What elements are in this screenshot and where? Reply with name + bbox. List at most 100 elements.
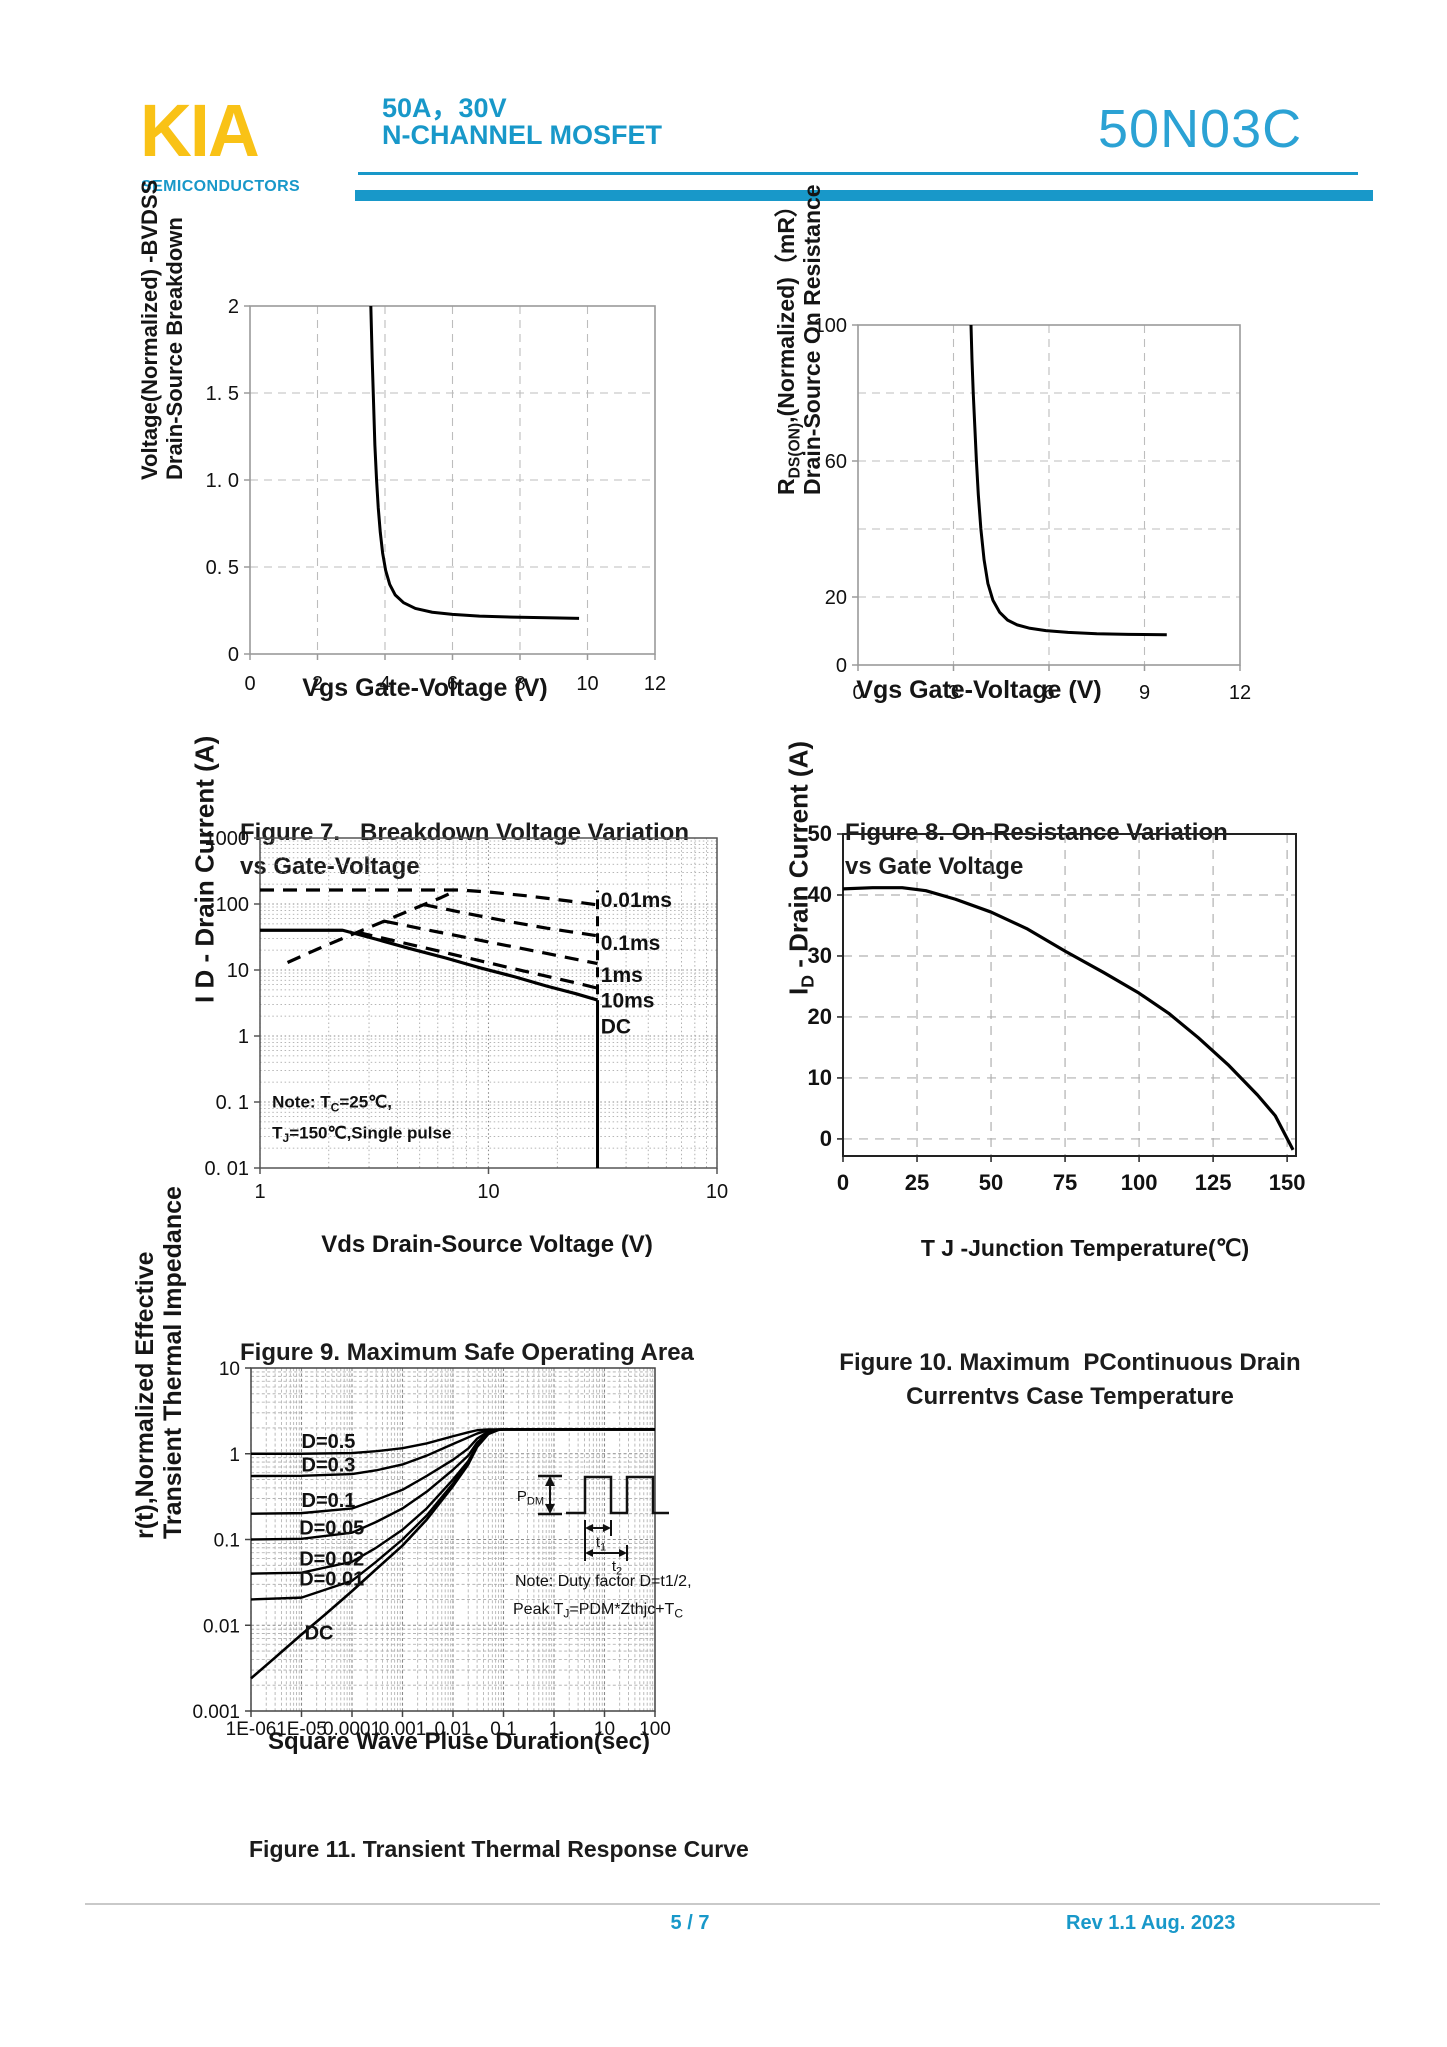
figure9-soa-chart: 1 10 10 1000 100 10 1 0. 1 0. 01 0.01ms 0.1ms 1ms 10…	[205, 828, 729, 1203]
svg-text:0: 0	[228, 644, 239, 666]
svg-text:1. 5: 1. 5	[206, 383, 239, 405]
svg-text:75: 75	[1053, 1170, 1077, 1195]
page-number: 5 / 7	[670, 1912, 710, 1934]
svg-text:0.1: 0.1	[214, 1531, 240, 1552]
figure10-xlabel: T J -Junction Temperature(℃)	[920, 1235, 1250, 1261]
brand-logo: KIA	[140, 89, 260, 172]
svg-text:0.1: 0.1	[490, 1719, 516, 1740]
svg-text:0. 1: 0. 1	[216, 1092, 249, 1114]
figure8-xlabel: Vgs Gate-Voltage (V)	[856, 676, 1102, 704]
svg-text:60: 60	[825, 451, 847, 473]
figure10-caption: Figure 10. Maximum PContinuous Drain Curr…	[839, 1349, 1301, 1410]
svg-text:0.001: 0.001	[192, 1702, 240, 1723]
svg-text:1: 1	[229, 1445, 240, 1466]
revision-label: Rev 1.1 Aug. 2023	[1066, 1912, 1236, 1934]
svg-text:0. 01: 0. 01	[205, 1158, 249, 1180]
part-number: 50N03C	[1098, 99, 1303, 159]
figure11-xlabel: Square Wave Pluse Duration(sec)	[268, 1728, 650, 1755]
svg-text:D=0.01: D=0.01	[299, 1569, 364, 1591]
figure9-xlabel: Vds Drain-Source Voltage (V)	[321, 1231, 653, 1258]
svg-text:D=0.1: D=0.1	[302, 1490, 356, 1512]
svg-text:125: 125	[1195, 1170, 1232, 1195]
svg-text:Note: TC=25℃,: Note: TC=25℃,	[272, 1093, 392, 1115]
svg-text:12: 12	[1229, 682, 1251, 704]
svg-text:100: 100	[1121, 1170, 1158, 1195]
svg-text:100: 100	[216, 894, 249, 916]
svg-text:40: 40	[808, 882, 832, 907]
svg-text:4: 4	[379, 673, 390, 695]
figure9-caption: Figure 9. Maximum Safe Operating Area	[240, 1339, 694, 1366]
svg-text:0.01: 0.01	[435, 1719, 472, 1740]
part-type: N-CHANNEL MOSFET	[382, 120, 662, 150]
svg-text:0: 0	[836, 655, 847, 677]
svg-text:Peak TJ=PDM*Zthjc+TC: Peak TJ=PDM*Zthjc+TC	[513, 1601, 683, 1621]
svg-text:50: 50	[979, 1170, 1003, 1195]
svg-text:D=0.5: D=0.5	[302, 1431, 356, 1453]
svg-text:1E-05: 1E-05	[276, 1719, 327, 1740]
svg-text:20: 20	[825, 587, 847, 609]
header-divider-thin	[358, 172, 1358, 175]
figure7-xlabel: Vgs Gate-Voltage (V)	[302, 674, 548, 702]
figure7-caption: Figure 7. Breakdown Voltage Variation vs …	[240, 819, 689, 880]
svg-text:100: 100	[814, 315, 847, 337]
svg-text:0.01ms: 0.01ms	[601, 889, 672, 912]
figure8-on-resistance-chart: 0 3 6 9 12 100 60 20 0	[814, 315, 1252, 704]
svg-text:DC: DC	[305, 1623, 334, 1645]
svg-text:3: 3	[948, 682, 959, 704]
svg-text:0: 0	[837, 1170, 849, 1195]
svg-text:0.01: 0.01	[203, 1616, 240, 1637]
svg-text:1: 1	[254, 1181, 265, 1203]
svg-text:6: 6	[1043, 682, 1054, 704]
svg-text:D=0.3: D=0.3	[302, 1455, 356, 1477]
svg-text:1. 0: 1. 0	[206, 470, 239, 492]
brand-subtitle: SEMICONDUCTORS	[141, 178, 301, 195]
svg-text:30: 30	[808, 943, 832, 968]
figure7-breakdown-voltage-chart: 0 2 4 6 8 10 12 2 1. 5 1. 0 0. 5 0	[206, 296, 666, 695]
svg-text:0: 0	[820, 1126, 832, 1151]
svg-text:0: 0	[852, 682, 863, 704]
svg-text:8: 8	[514, 673, 525, 695]
header-divider-thick	[355, 190, 1373, 201]
svg-text:1000: 1000	[205, 828, 250, 850]
svg-text:Note: Duty factor D=t1/2,: Note: Duty factor D=t1/2,	[515, 1573, 692, 1590]
svg-text:10: 10	[594, 1719, 615, 1740]
part-rating: 50A，30V	[382, 93, 507, 123]
svg-text:9: 9	[1139, 682, 1150, 704]
svg-text:1ms: 1ms	[601, 964, 643, 987]
svg-text:10ms: 10ms	[601, 990, 655, 1013]
svg-text:D=0.02: D=0.02	[299, 1548, 364, 1570]
svg-text:100: 100	[639, 1719, 671, 1740]
svg-text:6: 6	[447, 673, 458, 695]
svg-text:0. 5: 0. 5	[206, 557, 239, 579]
svg-text:10: 10	[576, 673, 598, 695]
svg-text:2: 2	[312, 673, 323, 695]
svg-text:10: 10	[706, 1181, 728, 1203]
svg-text:10: 10	[219, 1359, 240, 1380]
svg-text:1: 1	[238, 1026, 249, 1048]
figure8-caption: Figure 8. On-Resistance Variation vs Gate…	[845, 819, 1228, 880]
svg-text:1E-06: 1E-06	[226, 1719, 277, 1740]
svg-text:t2: t2	[612, 1558, 622, 1577]
figure11-caption: Figure 11. Transient Thermal Response Cu…	[249, 1836, 749, 1862]
svg-text:25: 25	[905, 1170, 929, 1195]
svg-text:0: 0	[244, 673, 255, 695]
svg-text:20: 20	[808, 1004, 832, 1029]
svg-text:0.1ms: 0.1ms	[601, 932, 661, 955]
svg-text:t1: t1	[596, 1534, 606, 1553]
footer-divider	[85, 1903, 1380, 1905]
svg-text:10: 10	[477, 1181, 499, 1203]
svg-text:1: 1	[549, 1719, 560, 1740]
svg-text:150: 150	[1269, 1170, 1306, 1195]
svg-text:TJ=150℃,Single pulse: TJ=150℃,Single pulse	[272, 1123, 451, 1145]
svg-text:D=0.05: D=0.05	[299, 1517, 364, 1539]
svg-text:0.0001: 0.0001	[323, 1719, 381, 1740]
svg-text:DC: DC	[601, 1015, 631, 1038]
svg-text:10: 10	[227, 960, 249, 982]
svg-text:0.001: 0.001	[379, 1719, 427, 1740]
svg-text:10: 10	[808, 1065, 832, 1090]
svg-text:2: 2	[228, 296, 239, 318]
svg-text:PDM: PDM	[517, 1488, 544, 1507]
